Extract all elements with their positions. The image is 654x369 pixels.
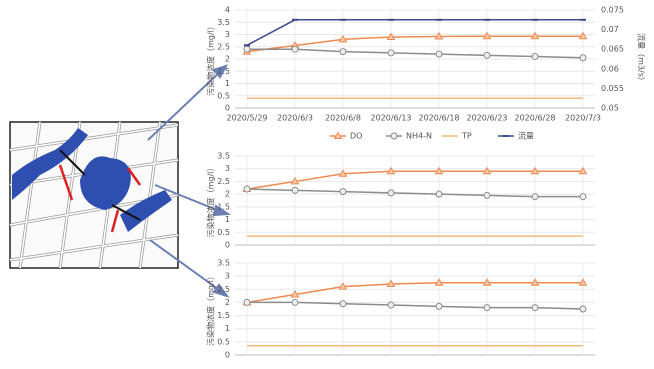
- series-line: [247, 20, 583, 45]
- marker: [391, 133, 397, 139]
- marker: [388, 50, 394, 56]
- y2-tick-label: 0.07: [601, 25, 619, 34]
- y-tick-label: 1.5: [217, 67, 230, 76]
- y-tick-label: 2: [225, 190, 230, 199]
- y-axis-label: 污染物浓度（mg/l）: [206, 22, 216, 96]
- marker: [436, 191, 442, 197]
- x-tick-label: 2020/7/3: [565, 114, 601, 123]
- marker: [340, 49, 346, 55]
- y-tick-label: 3: [225, 30, 230, 39]
- marker: [532, 305, 538, 311]
- x-tick-label: 2020/6/18: [418, 114, 459, 123]
- marker: [340, 189, 346, 195]
- y-tick-label: 1: [225, 79, 230, 88]
- y-tick-label: 2.5: [217, 42, 230, 51]
- y-tick-label: 0.5: [217, 337, 230, 346]
- y-tick-label: 1.5: [217, 311, 230, 320]
- legend-label: TP: [461, 132, 472, 141]
- marker: [244, 186, 250, 192]
- y-tick-label: 0.5: [217, 91, 230, 100]
- y-tick-label: 0: [225, 104, 230, 113]
- y-tick-label: 0: [225, 241, 230, 250]
- y2-axis-label: 流量（m3/s）: [637, 33, 647, 85]
- x-tick-label: 2020/6/8: [325, 114, 361, 123]
- marker: [436, 303, 442, 309]
- marker: [340, 301, 346, 307]
- y2-tick-label: 0.065: [601, 45, 624, 54]
- y-tick-label: 0.5: [217, 228, 230, 237]
- y-tick-label: 2: [225, 298, 230, 307]
- marker: [484, 52, 490, 58]
- marker: [244, 46, 250, 52]
- marker: [580, 306, 586, 312]
- y-axis-label: 污染物浓度（mg/l）: [206, 272, 216, 346]
- map: [10, 66, 228, 296]
- y-tick-label: 2.5: [217, 285, 230, 294]
- marker: [436, 51, 442, 57]
- marker: [484, 192, 490, 198]
- x-tick-label: 2020/6/3: [277, 114, 313, 123]
- y-tick-label: 1.5: [217, 202, 230, 211]
- y-tick-label: 4: [225, 6, 230, 15]
- y-tick-label: 1: [225, 324, 230, 333]
- y-tick-label: 1: [225, 215, 230, 224]
- y-tick-label: 0: [225, 351, 230, 360]
- y-tick-label: 3.5: [217, 259, 230, 268]
- y2-tick-label: 0.06: [601, 64, 619, 73]
- x-tick-label: 2020/6/28: [514, 114, 555, 123]
- legend-label: 流量: [518, 131, 534, 141]
- marker: [292, 187, 298, 193]
- x-tick-label: 2020/5/29: [226, 114, 267, 123]
- marker: [244, 299, 250, 305]
- marker: [532, 194, 538, 200]
- y-tick-label: 2: [225, 55, 230, 64]
- marker: [388, 190, 394, 196]
- y-tick-label: 3.5: [217, 152, 230, 161]
- marker: [484, 305, 490, 311]
- y-axis-label: 污染物浓度（mg/l）: [206, 164, 216, 238]
- legend-label: NH4-N: [406, 132, 432, 141]
- y2-tick-label: 0.075: [601, 6, 624, 15]
- x-tick-label: 2020/6/13: [370, 114, 411, 123]
- marker: [292, 299, 298, 305]
- legend-label: DO: [350, 132, 362, 141]
- y2-tick-label: 0.05: [601, 104, 619, 113]
- x-tick-label: 2020/6/23: [466, 114, 507, 123]
- figure: 0 0.5 1 1.5 2 2.5 3 3.5 4 0.05 0.055 0.06 0.065 0.07 0…: [0, 0, 654, 369]
- marker: [532, 54, 538, 60]
- y-tick-label: 3.5: [217, 18, 230, 27]
- marker: [292, 46, 298, 52]
- marker: [580, 55, 586, 61]
- marker: [388, 302, 394, 308]
- y-tick-label: 2.5: [217, 177, 230, 186]
- y-tick-label: 3: [225, 164, 230, 173]
- y2-tick-label: 0.055: [601, 84, 624, 93]
- marker: [580, 194, 586, 200]
- y-tick-label: 3: [225, 272, 230, 281]
